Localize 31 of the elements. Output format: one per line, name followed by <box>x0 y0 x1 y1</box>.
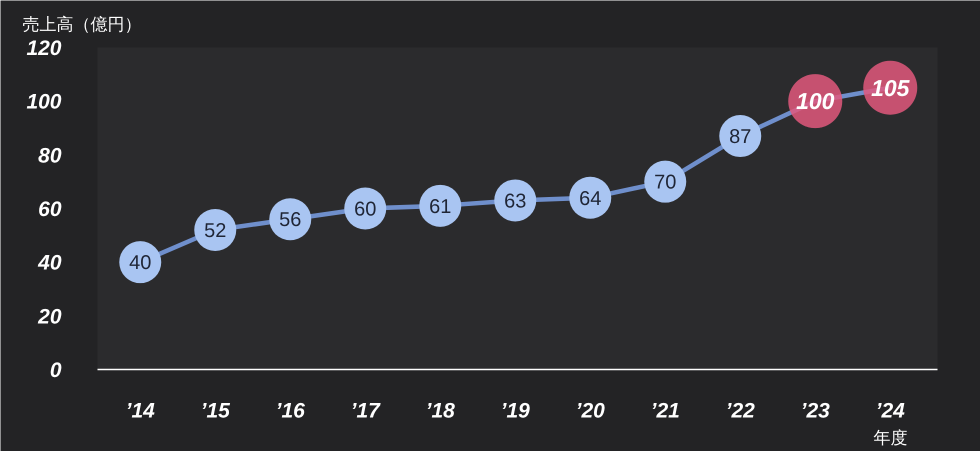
y-tick-label: 80 <box>38 144 62 168</box>
data-label: 61 <box>429 196 452 218</box>
x-tick-label: ’22 <box>726 400 756 422</box>
data-label: 64 <box>579 188 602 210</box>
y-tick-label: 0 <box>50 359 62 382</box>
data-label: 63 <box>504 190 526 212</box>
data-label: 100 <box>796 88 835 114</box>
y-tick-label: 40 <box>37 252 62 275</box>
x-tick-label: ’21 <box>650 400 680 422</box>
data-label: 105 <box>871 74 911 101</box>
x-tick-label: ’14 <box>126 400 156 422</box>
y-tick-label: 120 <box>26 37 62 60</box>
y-axis-title: 売上高（億円） <box>22 15 142 35</box>
data-label: 56 <box>279 209 302 232</box>
x-tick-label: ’17 <box>350 400 382 422</box>
y-tick-label: 60 <box>38 198 62 221</box>
data-label: 70 <box>654 172 676 194</box>
data-label: 40 <box>129 252 152 274</box>
y-tick-label: 20 <box>37 305 62 328</box>
x-tick-label: ’16 <box>276 400 306 422</box>
data-label: 87 <box>729 126 752 148</box>
x-tick-label: ’23 <box>800 400 830 422</box>
x-axis-title: 年度 <box>873 428 908 448</box>
x-tick-label: ’19 <box>500 400 530 422</box>
x-tick-label: ’18 <box>426 400 456 422</box>
x-tick-label: ’15 <box>200 400 230 422</box>
x-tick-label: ’24 <box>876 400 906 422</box>
data-label: 60 <box>354 198 376 220</box>
x-tick-label: ’20 <box>576 400 606 422</box>
data-label: 52 <box>204 220 226 242</box>
y-tick-label: 100 <box>26 90 62 114</box>
